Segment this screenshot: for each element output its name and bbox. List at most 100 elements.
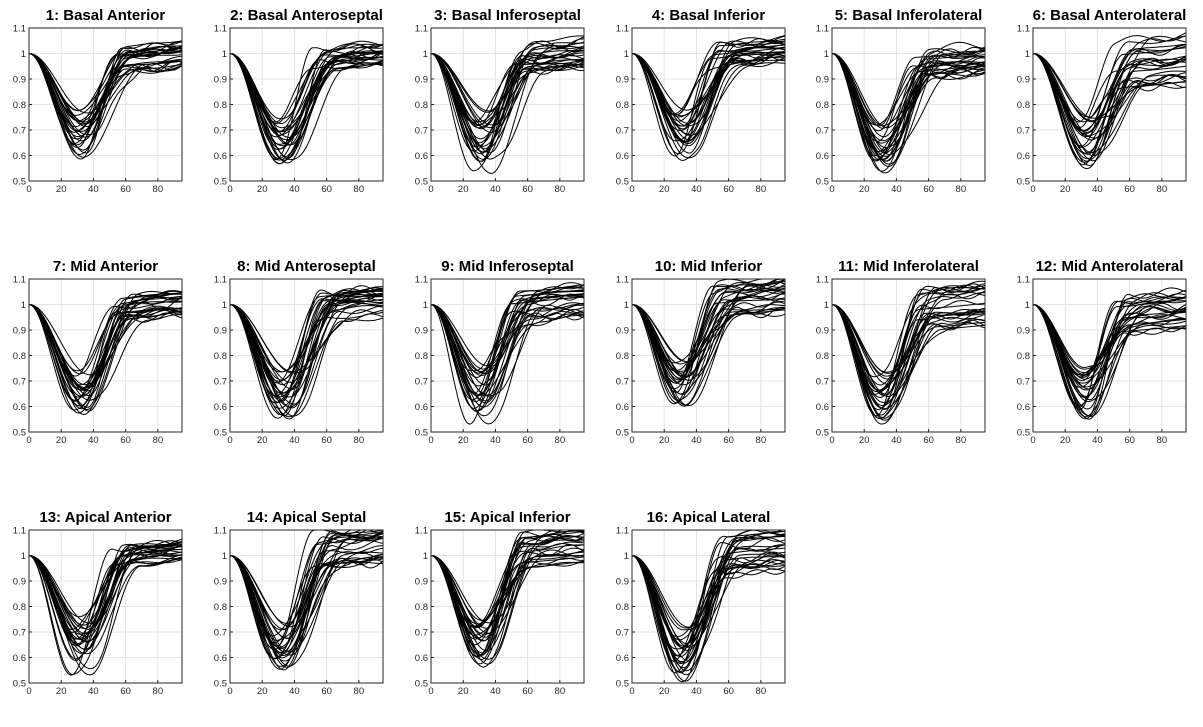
x-tick-label: 40: [891, 435, 902, 446]
series-group: [229, 529, 384, 671]
x-tick-label: 0: [428, 686, 433, 697]
y-tick-label: 1: [222, 49, 227, 60]
series-line: [1032, 297, 1187, 398]
y-tick-label: 0.7: [616, 377, 629, 388]
y-tick-label: 1.1: [616, 24, 629, 35]
y-tick-label: 0.9: [1017, 326, 1030, 337]
series-line: [631, 40, 786, 124]
x-tick-label: 60: [120, 184, 131, 195]
series-group: [430, 529, 585, 668]
series-group: [631, 35, 786, 161]
x-tick-label: 20: [659, 686, 670, 697]
series-line: [229, 292, 384, 409]
y-tick-label: 0.7: [13, 126, 26, 137]
x-tick-label: 60: [321, 184, 332, 195]
x-tick-label: 60: [321, 435, 332, 446]
series-line: [229, 40, 384, 132]
series-line: [229, 50, 383, 125]
panel-title: 14: Apical Septal: [246, 509, 367, 526]
x-tick-label: 0: [1030, 435, 1035, 446]
x-tick-label: 40: [289, 686, 300, 697]
y-tick-label: 0.8: [13, 100, 26, 111]
series-line: [229, 287, 384, 403]
y-tick-label: 0.8: [214, 351, 227, 362]
x-tick-label: 40: [1092, 435, 1103, 446]
y-tick-label: 1.1: [816, 24, 829, 35]
line-chart-panel: 0 20 40 60 80 0.5 0.6 0.7 0.8 0.9 1 1.1: [13, 24, 183, 195]
y-tick-label: 0.5: [214, 177, 227, 188]
y-tick-label: 0.5: [1017, 177, 1030, 188]
series-line: [1032, 53, 1187, 170]
y-tick-label: 0.8: [415, 602, 428, 613]
y-tick-label: 0.9: [415, 75, 428, 86]
y-tick-label: 0.6: [816, 402, 829, 413]
y-tick-label: 0.9: [616, 577, 629, 588]
y-tick-label: 0.7: [816, 377, 829, 388]
series-line: [631, 555, 786, 629]
line-chart-panel: 0 20 40 60 80 0.5 0.6 0.7 0.8 0.9 1 1.1: [1017, 24, 1187, 195]
y-tick-label: 1: [21, 300, 26, 311]
x-tick-label: 20: [659, 435, 670, 446]
y-tick-label: 1: [824, 300, 829, 311]
panel-title: 4: Basal Inferior: [651, 7, 766, 24]
y-tick-label: 0.6: [415, 653, 428, 664]
series-line: [631, 278, 786, 405]
y-tick-label: 1: [423, 300, 428, 311]
series-line: [831, 304, 986, 411]
y-tick-label: 0.8: [415, 351, 428, 362]
x-tick-label: 20: [458, 184, 469, 195]
x-tick-label: 40: [289, 435, 300, 446]
y-tick-label: 1: [222, 551, 227, 562]
series-line: [430, 304, 585, 401]
x-tick-label: 40: [691, 686, 702, 697]
x-tick-label: 0: [1030, 184, 1035, 195]
x-tick-label: 60: [522, 686, 533, 697]
series-line: [430, 541, 585, 656]
series-line: [430, 41, 585, 160]
series-line: [28, 543, 183, 635]
series-line: [831, 46, 986, 161]
panel-title: 5: Basal Inferolateral: [834, 7, 983, 24]
x-tick-label: 40: [891, 184, 902, 195]
x-tick-label: 0: [829, 435, 834, 446]
panel-title: 16: Apical Lateral: [646, 509, 771, 526]
x-tick-label: 20: [458, 435, 469, 446]
y-tick-label: 0.9: [816, 75, 829, 86]
series-line: [831, 304, 986, 416]
x-tick-label: 0: [26, 184, 31, 195]
x-tick-label: 60: [120, 435, 131, 446]
series-line: [28, 551, 183, 646]
series-group: [229, 40, 384, 165]
series-line: [229, 53, 384, 141]
y-tick-label: 0.7: [616, 126, 629, 137]
panel-title: 2: Basal Anteroseptal: [230, 7, 383, 24]
line-chart-panel: 0 20 40 60 80 0.5 0.6 0.7 0.8 0.9 1 1.1: [214, 526, 384, 697]
series-line: [430, 290, 585, 374]
y-tick-label: 0.9: [214, 326, 227, 337]
y-tick-label: 0.9: [13, 75, 26, 86]
series-line: [1032, 53, 1187, 128]
series-line: [430, 293, 585, 425]
panel-title: 11: Mid Inferolateral: [838, 258, 979, 275]
y-tick-label: 0.6: [616, 653, 629, 664]
series-line: [229, 290, 384, 384]
y-tick-label: 0.7: [415, 126, 428, 137]
series-line: [229, 43, 384, 161]
series-line: [1032, 292, 1187, 401]
series-line: [229, 288, 384, 403]
series-line: [631, 551, 786, 651]
x-tick-label: 80: [1157, 435, 1168, 446]
y-tick-label: 0.8: [616, 100, 629, 111]
x-tick-label: 40: [691, 184, 702, 195]
series-line: [430, 536, 585, 642]
series-group: [229, 285, 384, 420]
series-line: [1032, 47, 1187, 147]
series-line: [631, 39, 786, 127]
y-tick-label: 0.9: [214, 577, 227, 588]
y-tick-label: 0.8: [13, 602, 26, 613]
series-line: [631, 281, 786, 371]
series-line: [229, 529, 383, 639]
y-tick-label: 0.7: [816, 126, 829, 137]
x-tick-label: 20: [659, 184, 670, 195]
panel-title: 13: Apical Anterior: [39, 509, 172, 526]
